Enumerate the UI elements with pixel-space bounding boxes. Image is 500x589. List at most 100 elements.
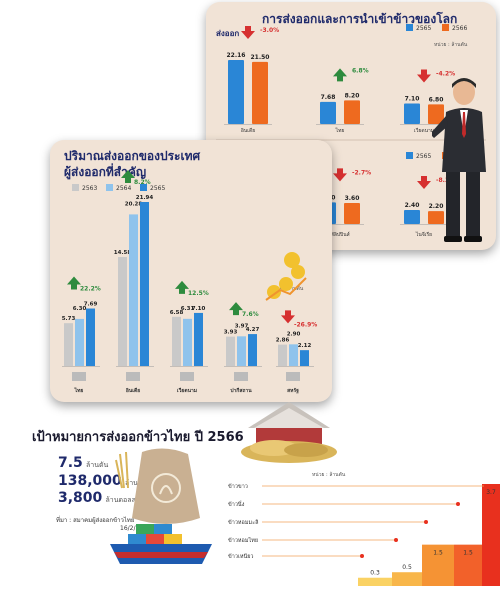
bar: [454, 544, 482, 586]
exporters-chart: 256325642565หน่วย : ล้านตัน5.736.307.692…: [62, 170, 317, 394]
up-arrow-icon: [121, 170, 135, 183]
bar-value: 2.12: [298, 343, 312, 349]
category-label: ข้าวหอมไทย: [228, 537, 258, 544]
bar: [183, 318, 192, 366]
bar: [129, 214, 138, 366]
legend-swatch: [72, 184, 79, 191]
bar: [278, 344, 287, 366]
up-arrow-icon: [229, 302, 243, 316]
bar: [248, 334, 257, 366]
bar-value: 5.73: [62, 316, 76, 322]
bar-value: 0.3: [370, 570, 380, 577]
legend-swatch: [406, 152, 413, 159]
category-label: ข้าวนึ่ง: [228, 500, 245, 508]
unit-label: หน่วย : ล้านตัน: [434, 41, 468, 48]
bar-value: 6.30: [73, 306, 87, 312]
down-arrow-icon: [333, 168, 347, 182]
legend-swatch: [442, 24, 449, 31]
bar: [172, 316, 181, 366]
flag-icon: [286, 372, 300, 381]
legend-label: 2563: [82, 185, 97, 192]
bar-value: 22.16: [227, 52, 246, 59]
change-label: 12.5%: [188, 290, 209, 297]
bar: [300, 350, 309, 366]
bar-value: 7.10: [405, 95, 420, 102]
category-label: ข้าวขาว: [228, 483, 248, 490]
leader-dot: [360, 554, 364, 558]
down-arrow-icon: [281, 310, 295, 324]
bar-value: 21.94: [136, 195, 154, 201]
down-arrow-icon: [417, 69, 431, 83]
bar-value: 4.27: [246, 327, 260, 333]
target-rice-type-chart: หน่วย : ล้านตัน 0.3 0.5 1.5 1.5 3.7 ข้าวขาวข้า…: [228, 471, 500, 586]
flag-icon: [234, 372, 248, 381]
bar-value: 7.10: [192, 306, 206, 312]
up-arrow-icon: [67, 276, 81, 290]
bar-value: 21.50: [251, 54, 270, 61]
source-date: 16/2/2566: [120, 525, 151, 532]
bar: [64, 323, 73, 366]
exporters-title-line1: ปริมาณส่งออกของประเทศ: [64, 149, 201, 163]
legend-swatch: [406, 24, 413, 31]
bar: [75, 318, 84, 366]
category-label: ไทย: [335, 127, 345, 134]
unit-label: หน่วย : ล้านตัน: [312, 471, 346, 478]
bar-value: 3.7: [486, 489, 496, 496]
flag-icon: [126, 372, 140, 381]
legend-label: 2564: [116, 185, 131, 192]
bar-value: 3.93: [224, 330, 238, 336]
bar-value: 20.28: [125, 201, 143, 207]
legend-label: 2565: [416, 25, 431, 32]
target-volume-unit: ล้านตัน: [86, 461, 109, 469]
leader-dot: [394, 538, 398, 542]
bar: [140, 202, 149, 366]
flag-icon: [180, 372, 194, 381]
bar-value: 3.97: [235, 323, 249, 329]
target-volume: 7.5 ล้านตัน: [58, 455, 108, 471]
change-label: -4.2%: [436, 70, 455, 77]
change-label: 6.8%: [352, 67, 369, 74]
legend-label: 2565: [416, 153, 431, 160]
bar-value: 0.5: [402, 564, 412, 571]
section-label: ส่งออก: [216, 29, 239, 38]
bar: [404, 103, 420, 124]
rice-warehouse-illustration: [241, 402, 337, 463]
bar-value: 1.5: [433, 550, 443, 557]
change-label: -8.3%: [436, 177, 455, 184]
category-label: สหรัฐ: [287, 387, 299, 394]
bar: [86, 308, 95, 366]
bar: [422, 544, 454, 586]
bar: [194, 312, 203, 366]
change-label: 22.2%: [80, 286, 101, 293]
bar: [118, 257, 127, 366]
target-usd: 3,800 ล้านดอลลาร์: [58, 490, 144, 506]
target-usd-unit: ล้านดอลลาร์: [105, 496, 144, 504]
bar: [358, 577, 392, 586]
down-arrow-icon: [241, 26, 255, 39]
legend-swatch: [140, 184, 147, 191]
bar: [289, 344, 298, 366]
flag-icon: [72, 372, 86, 381]
leader-dot: [424, 520, 428, 524]
category-label: ข้าวหอมมะลิ: [228, 519, 258, 526]
leader-dot: [456, 502, 460, 506]
bar-value: 7.68: [321, 94, 336, 101]
source-note: ที่มา : สมาคมผู้ส่งออกข้าวไทย: [56, 517, 135, 524]
leader-dot: [484, 484, 488, 488]
target-baht-value: 138,000: [58, 473, 122, 489]
rice-sack-ship-illustration: [110, 448, 212, 564]
bar: [344, 100, 360, 124]
bar-value: 2.20: [429, 203, 444, 210]
bar-value: 6.58: [170, 310, 184, 316]
down-arrow-icon: [417, 175, 431, 189]
target-usd-value: 3,800: [58, 490, 103, 506]
bar: [428, 211, 444, 224]
bar-value: 7.69: [84, 302, 98, 308]
up-arrow-icon: [333, 68, 347, 82]
category-label: เวียดนาม: [177, 387, 197, 394]
bar: [428, 104, 444, 124]
bar-value: 2.86: [276, 338, 290, 344]
bar-value: 2.90: [287, 331, 301, 337]
bar: [344, 202, 360, 224]
coins-growth-icon: [265, 252, 307, 301]
